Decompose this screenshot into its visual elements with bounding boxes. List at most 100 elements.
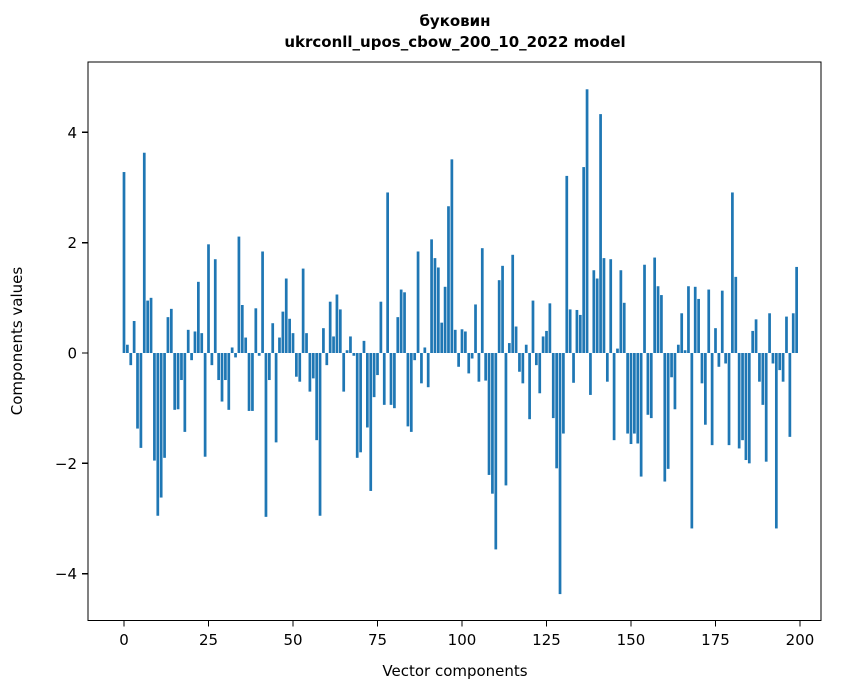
bar-23 [200,333,204,353]
bar-163 [673,353,677,410]
bar-30 [224,353,227,381]
bar-156 [649,353,653,419]
bar-42 [264,353,268,517]
bar-185 [747,353,751,464]
bar-72 [366,353,369,428]
bar-7 [146,300,150,353]
bar-52 [298,353,302,382]
bar-14 [169,308,173,353]
bar-75 [376,353,379,376]
bar-164 [676,344,680,353]
bar-192 [771,353,775,364]
bar-0 [122,172,126,353]
bar-69 [355,353,359,458]
bar-108 [487,353,491,475]
bar-126 [548,303,552,353]
bar-73 [369,353,373,491]
y-tick-label: 2 [67,234,77,252]
bar-61 [328,301,332,353]
bar-152 [636,353,640,444]
bar-93 [436,267,440,353]
bar-22 [197,281,200,353]
bar-121 [531,300,535,353]
bar-86 [413,353,417,361]
bar-133 [572,353,575,383]
x-tick-label: 125 [532,631,561,649]
bar-49 [288,318,291,353]
bar-182 [737,353,741,449]
bar-117 [518,353,521,372]
bar-194 [778,353,782,371]
bar-18 [183,353,187,432]
bar-81 [396,317,400,353]
bar-107 [484,353,488,381]
bar-10 [156,353,160,516]
bar-188 [758,353,761,382]
bar-48 [284,278,288,353]
bar-105 [477,353,481,382]
x-tick-label: 25 [199,631,218,649]
bar-183 [741,353,744,441]
bar-85 [409,353,413,432]
bar-45 [274,353,278,443]
bar-63 [335,294,339,353]
bar-6 [142,152,146,353]
bar-29 [220,353,224,402]
bar-155 [646,353,650,415]
bar-180 [731,192,734,353]
bar-27 [213,259,217,353]
bar-58 [318,353,322,516]
bar-5 [139,353,143,448]
bar-120 [528,353,531,420]
bar-25 [207,244,210,353]
bar-99 [457,353,460,367]
bar-158 [656,286,660,353]
x-axis-label: Vector components [382,662,527,680]
y-tick-label: −2 [55,455,77,473]
bar-71 [362,340,366,353]
bar-118 [521,353,525,384]
bar-177 [720,290,724,353]
bar-40 [257,353,261,356]
bar-119 [524,344,528,353]
bar-21 [193,331,197,353]
bar-147 [619,270,623,353]
bar-89 [423,347,427,353]
x-tick-label: 75 [368,631,387,649]
bar-2 [129,353,133,366]
bar-138 [589,353,592,395]
bar-189 [761,353,765,405]
bar-175 [714,328,717,353]
bar-142 [602,258,606,353]
bar-153 [639,353,643,477]
bar-9 [153,353,156,461]
bar-199 [795,266,798,353]
bar-148 [622,302,626,353]
y-tick-label: −4 [55,565,77,583]
bar-157 [653,257,657,353]
bar-84 [406,353,410,427]
bar-101 [464,331,467,353]
bar-110 [494,353,498,550]
bar-77 [382,353,386,405]
bar-97 [450,159,454,353]
bar-51 [295,353,298,377]
bar-102 [467,353,471,374]
bar-176 [717,353,721,367]
bar-114 [507,343,511,353]
bar-67 [349,336,352,353]
bar-26 [210,353,214,366]
bar-41 [261,251,264,353]
bar-129 [558,353,562,595]
y-axis-label: Components values [8,267,26,416]
bar-112 [501,265,504,353]
bar-127 [551,353,555,419]
bar-184 [744,353,748,461]
bar-174 [710,353,714,446]
bar-151 [633,353,636,434]
bar-15 [173,353,177,410]
chart-title-line2: ukrconll_upos_cbow_200_10_2022 model [284,33,625,51]
bar-103 [470,353,474,359]
bar-190 [764,353,768,462]
